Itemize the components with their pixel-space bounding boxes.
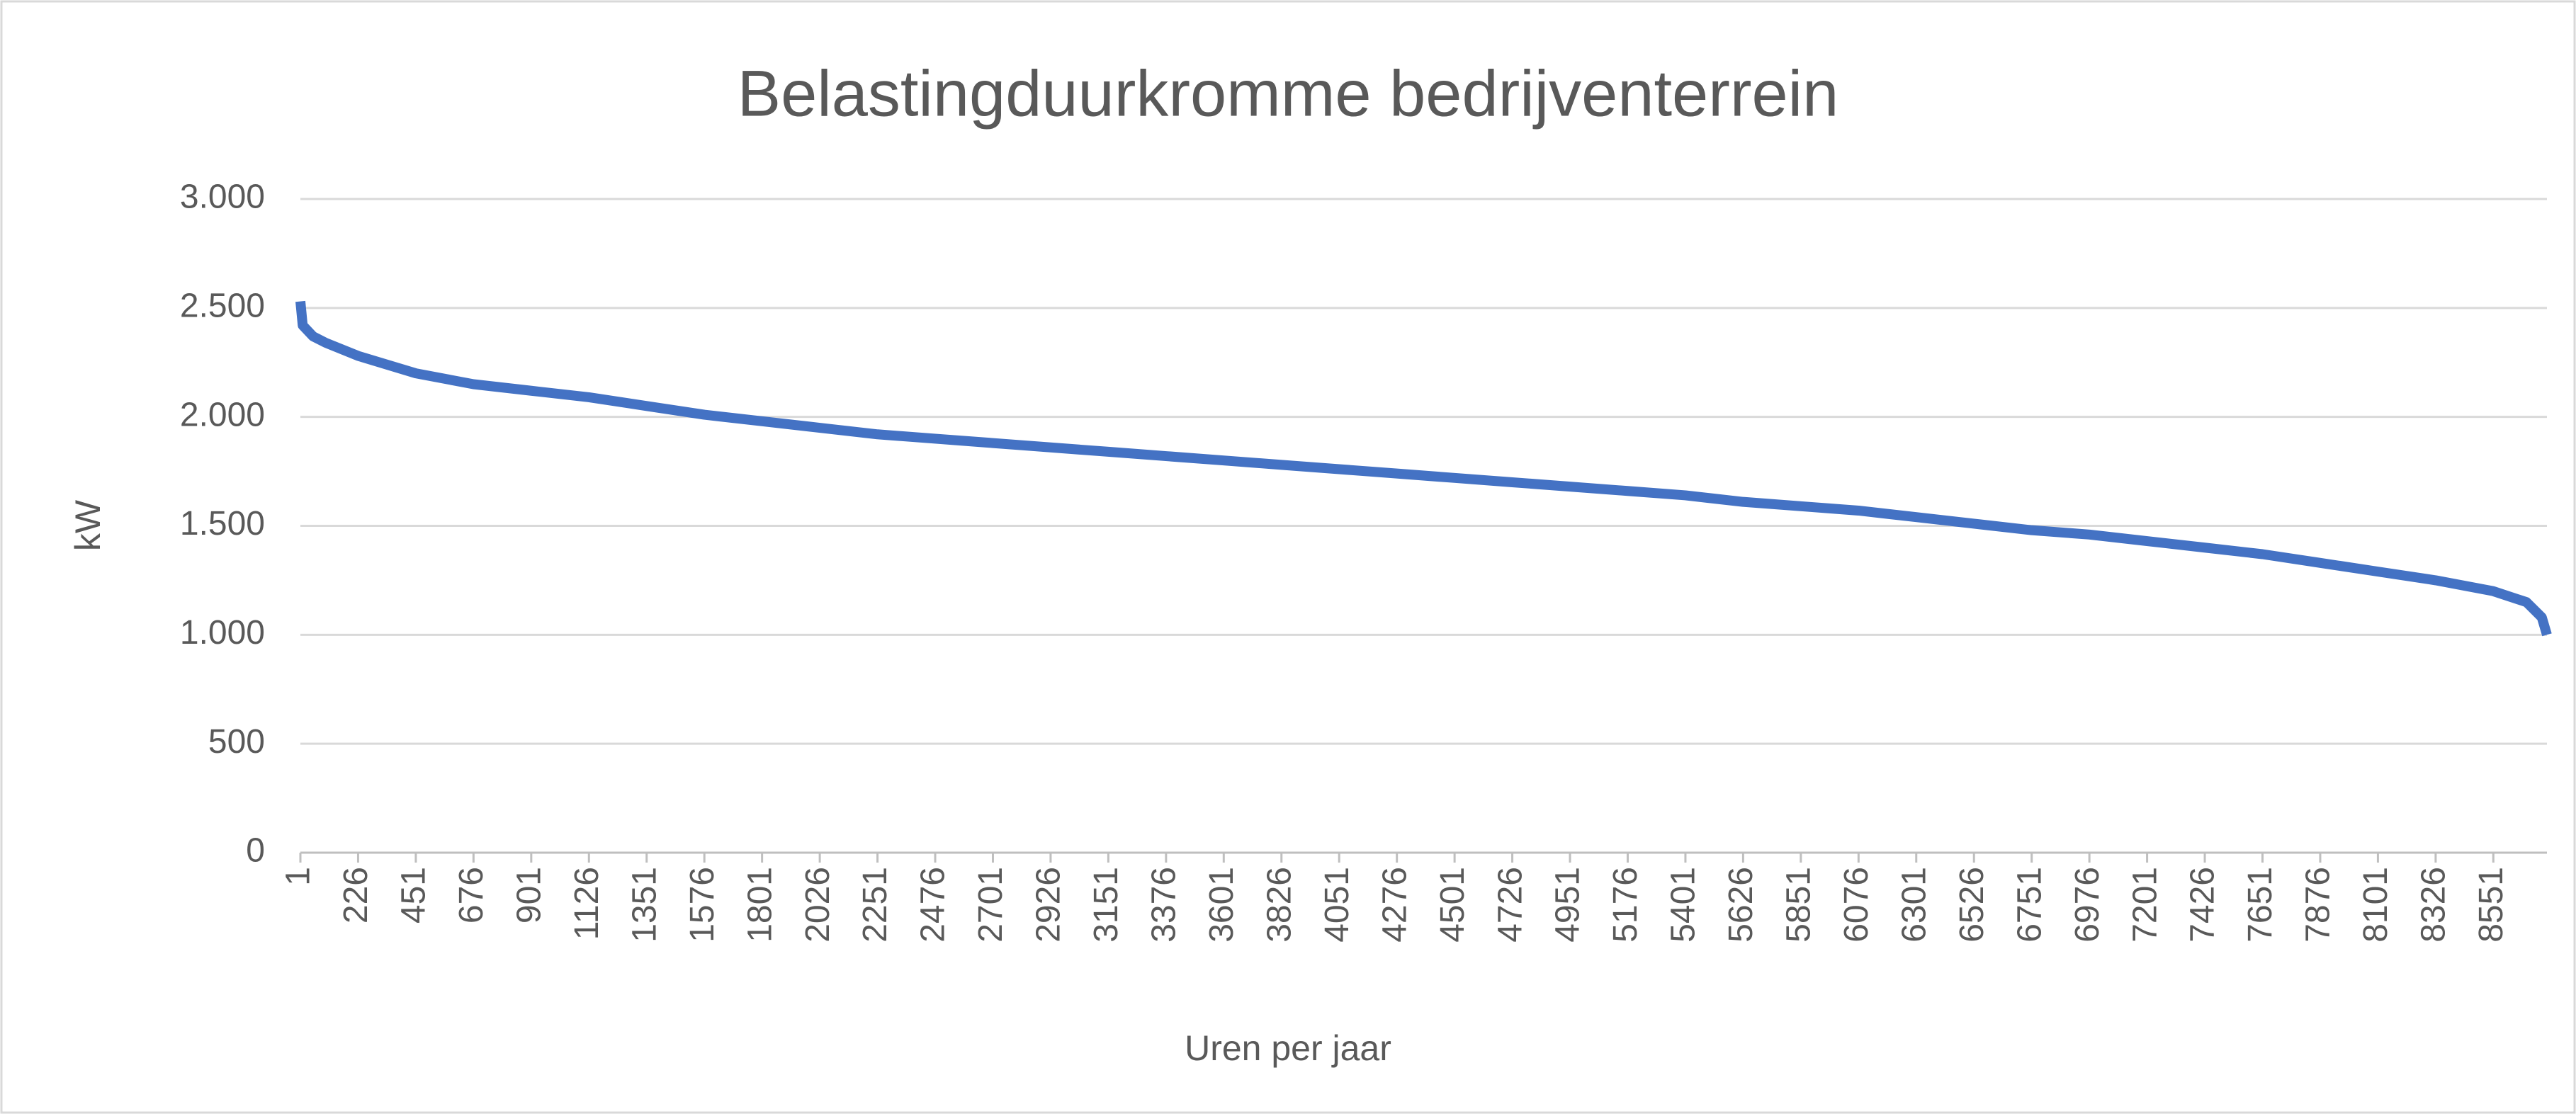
x-tick-label: 451 [395,867,433,923]
x-tick-label: 2701 [972,867,1010,943]
x-tick-label: 8101 [2357,867,2395,943]
x-tick-label: 5626 [1722,867,1760,943]
x-tick-label: 8551 [2473,867,2510,943]
x-tick-label: 3826 [1260,867,1298,943]
x-tick-label: 6751 [2011,867,2048,943]
x-tick-label: 6976 [2069,867,2106,943]
y-axis-title: kW [68,499,108,551]
y-tick-label: 1.500 [180,505,265,542]
x-tick-label: 4726 [1491,867,1529,943]
x-tick-label: 7201 [2126,867,2164,943]
x-tick-label: 8326 [2415,867,2453,943]
y-tick-label: 3.000 [180,178,265,216]
x-tick-label: 7876 [2300,867,2337,943]
x-tick-label: 2026 [799,867,837,943]
x-tick-label: 1126 [568,867,606,940]
x-tick-label: 7426 [2184,867,2222,943]
y-tick-label: 1.000 [180,614,265,652]
y-tick-label: 2.000 [180,396,265,433]
line-series [295,300,2552,637]
x-tick-label: 5401 [1665,867,1702,943]
x-tick-label: 901 [510,867,548,923]
x-tick-label: 2476 [915,867,952,943]
x-axis-title: Uren per jaar [1185,1028,1391,1068]
x-tick-label: 1 [280,867,317,886]
chart-title: Belastingduurkromme bedrijventerrein [738,57,1839,130]
x-tick-label: 2926 [1030,867,1068,943]
x-tick-label: 6526 [1953,867,1991,943]
x-tick-label: 4276 [1376,867,1413,943]
y-tick-label: 0 [246,832,265,870]
x-tick-label: 7651 [2242,867,2279,943]
x-tick-label: 5176 [1607,867,1644,943]
y-tick-label: 500 [208,723,265,761]
x-tick-label: 1576 [684,867,721,943]
y-tick-label: 2.500 [180,288,265,325]
x-tick-label: 4951 [1549,867,1587,943]
x-tick-label: 1801 [741,867,779,943]
x-tick-label: 3601 [1203,867,1241,943]
x-tick-label: 3376 [1146,867,1183,943]
x-tick-label: 4501 [1434,867,1471,943]
x-tick-label: 6301 [1895,867,1933,943]
x-tick-label: 3151 [1088,867,1125,943]
x-tick-label: 1351 [626,867,663,943]
x-tick-label: 5851 [1780,867,1818,943]
x-tick-label: 2251 [857,867,894,943]
x-tick-label: 676 [453,867,490,923]
x-tick-label: 4051 [1318,867,1356,943]
x-tick-label: 6076 [1838,867,1875,943]
x-tick-label: 226 [337,867,375,923]
